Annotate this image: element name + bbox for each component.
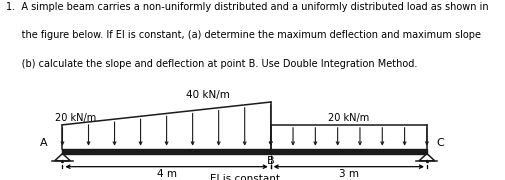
Text: (b) calculate the slope and deflection at point B. Use Double Integration Method: (b) calculate the slope and deflection a… [6,59,418,69]
Text: the figure below. If EI is constant, (a) determine the maximum deflection and ma: the figure below. If EI is constant, (a)… [6,30,481,40]
Text: 1.  A simple beam carries a non-uniformly distributed and a uniformly distribute: 1. A simple beam carries a non-uniformly… [6,2,489,12]
Text: 3 m: 3 m [339,169,359,179]
Text: EI is constant: EI is constant [210,174,280,180]
Text: 20 kN/m: 20 kN/m [55,113,96,123]
Text: A: A [40,138,48,148]
Text: C: C [436,138,444,148]
Text: 40 kN/m: 40 kN/m [186,90,230,100]
Text: 20 kN/m: 20 kN/m [328,113,370,123]
Text: 4 m: 4 m [157,169,177,179]
Polygon shape [63,149,427,154]
Text: B: B [267,156,275,166]
